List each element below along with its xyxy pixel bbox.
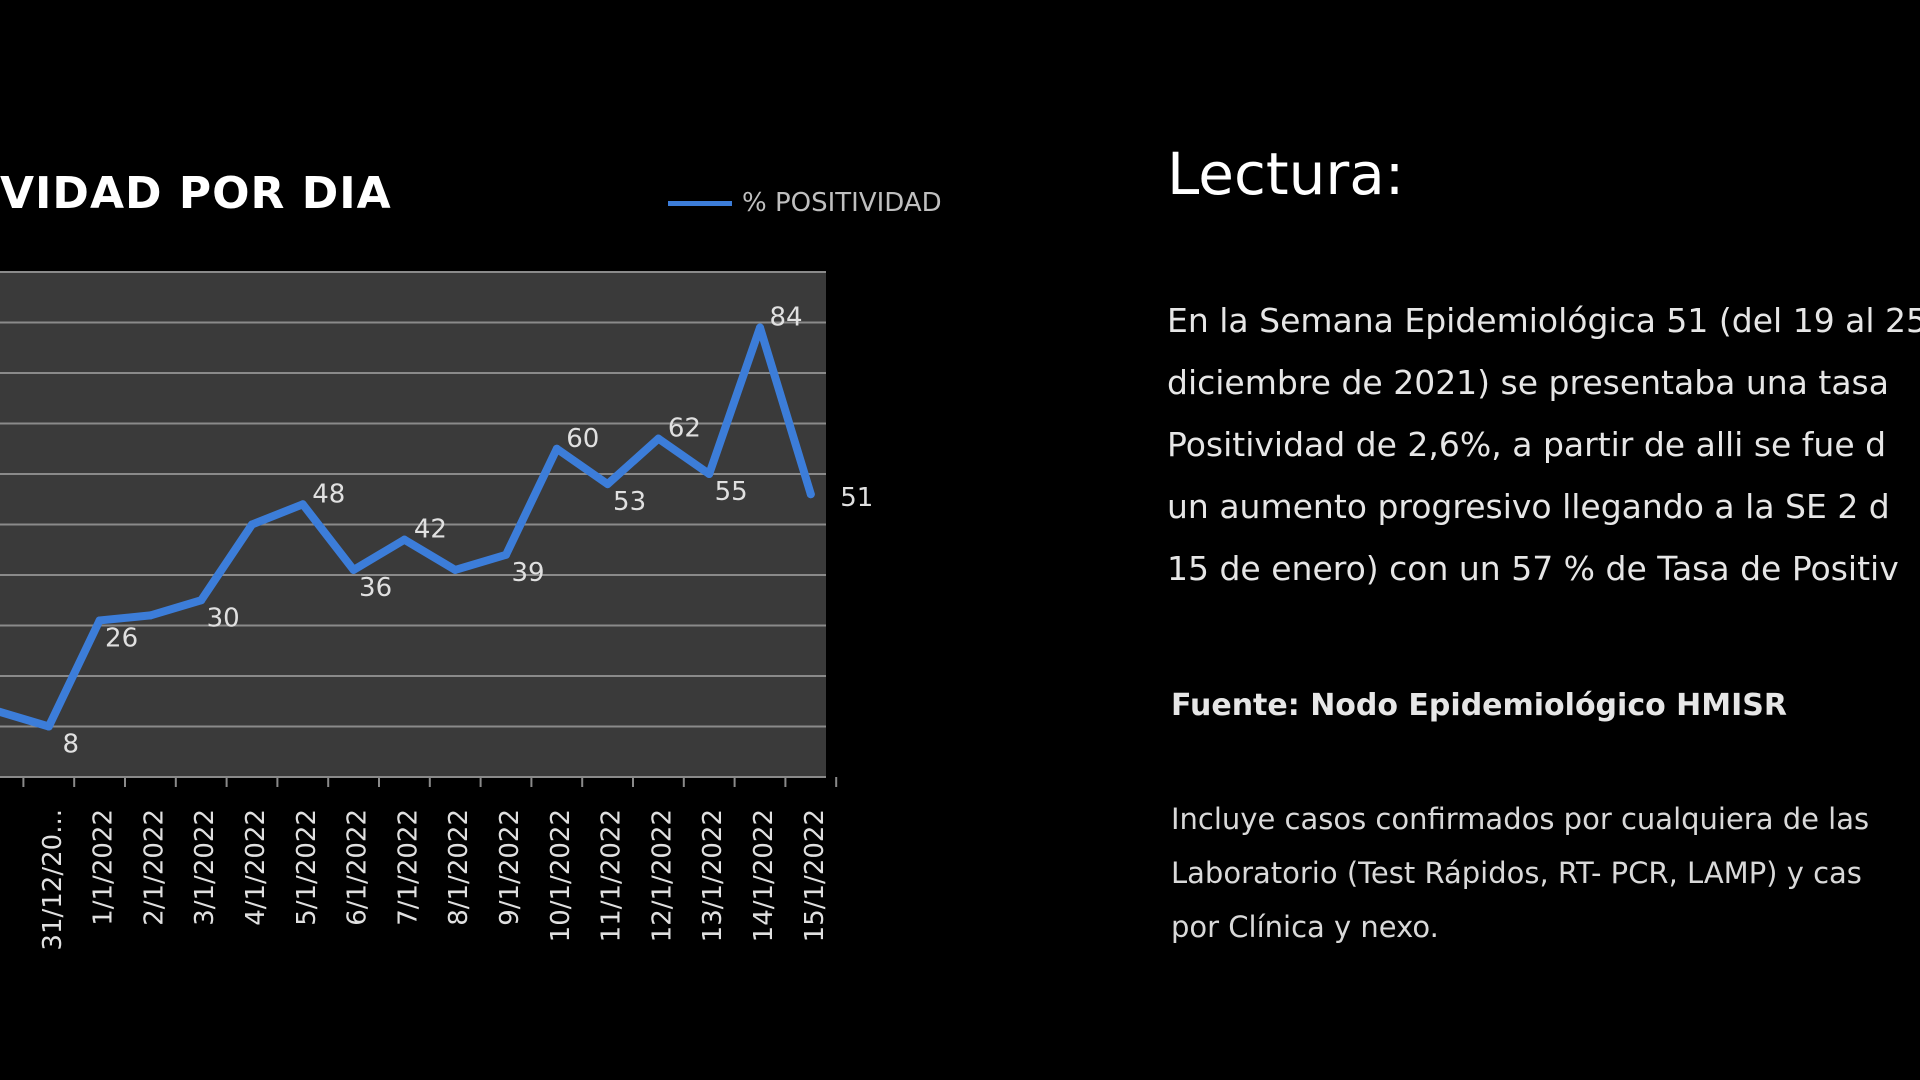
data-label: 30	[207, 603, 240, 633]
data-label: 51	[840, 483, 873, 513]
data-label: 62	[668, 414, 701, 444]
x-tick-label: 1/1/2022	[89, 809, 119, 926]
data-label: 26	[105, 623, 138, 653]
data-label: 36	[359, 573, 392, 603]
data-point	[298, 500, 307, 509]
data-point	[95, 616, 104, 625]
reading-body-line: 15 de enero) con un 57 % de Tasa de Posi…	[1167, 549, 1899, 588]
data-point	[248, 520, 256, 529]
data-point	[654, 434, 663, 443]
reading-body: En la Semana Epidemiológica 51 (del 19 a…	[1167, 290, 1920, 600]
data-point	[0, 707, 2, 715]
data-label: 48	[312, 479, 345, 509]
data-point	[197, 596, 206, 605]
reading-panel: Lectura: En la Semana Epidemiológica 51 …	[1167, 0, 1920, 1080]
chart-title: VIDAD POR DIA	[0, 168, 392, 219]
data-label: 55	[715, 477, 748, 507]
x-tick-label: 6/1/2022	[343, 809, 373, 926]
data-point	[806, 490, 815, 499]
reading-source: Fuente: Nodo Epidemiológico HMISR	[1171, 688, 1787, 723]
legend-label: % POSITIVIDAD	[742, 188, 942, 218]
data-point	[44, 722, 53, 731]
x-tick-label: 13/1/2022	[698, 809, 728, 942]
data-point	[552, 444, 561, 453]
legend-line-swatch	[668, 200, 732, 206]
x-tick-label: 7/1/2022	[393, 809, 423, 926]
data-point	[502, 550, 510, 559]
reading-note: Incluye casos confirmados por cualquiera…	[1171, 792, 1869, 954]
x-tick-label: 9/1/2022	[495, 809, 525, 926]
data-label: 53	[613, 487, 646, 517]
data-label: 8	[63, 730, 80, 760]
x-tick-label: 14/1/2022	[749, 809, 779, 942]
x-tick-label: 10/1/2022	[546, 809, 576, 942]
reading-body-line: Positividad de 2,6%, a partir de alli se…	[1167, 425, 1887, 464]
data-point	[756, 323, 764, 332]
reading-note-line: Incluye casos confirmados por cualquiera…	[1171, 802, 1870, 836]
x-tick-label: 5/1/2022	[292, 809, 322, 926]
chart-legend: % POSITIVIDAD	[668, 188, 942, 218]
x-tick-label: 8/1/2022	[444, 809, 474, 926]
data-point	[400, 535, 409, 544]
data-label: 60	[566, 424, 599, 454]
reading-note-line: Laboratorio (Test Rápidos, RT- PCR, LAMP…	[1171, 856, 1862, 890]
data-point	[349, 565, 358, 574]
reading-title: Lectura:	[1167, 140, 1405, 208]
reading-body-line: un aumento progresivo llegando a la SE 2…	[1167, 487, 1890, 526]
reading-note-line: por Clínica y nexo.	[1171, 910, 1439, 944]
reading-body-line: diciembre de 2021) se presentaba una tas…	[1167, 363, 1889, 402]
x-tick-label: 11/1/2022	[597, 809, 627, 942]
x-tick-label: 12/1/2022	[647, 809, 677, 942]
x-tick-label: 3/1/2022	[190, 809, 220, 926]
data-label: 39	[511, 558, 544, 588]
data-label: 84	[769, 303, 802, 333]
x-tick-label: 4/1/2022	[241, 809, 271, 926]
x-tick-label: 15/1/2022	[800, 809, 830, 942]
reading-body-line: En la Semana Epidemiológica 51 (del 19 a…	[1167, 301, 1920, 340]
data-label: 42	[414, 515, 447, 545]
data-point	[451, 565, 460, 574]
data-point	[705, 470, 714, 478]
data-point	[603, 480, 612, 489]
data-point	[146, 611, 155, 620]
line-chart: 8 26 30 48 36 42 39 60 53 62 55 84 51 31/12/20... 1/1/…	[0, 271, 873, 951]
x-tick-label: 2/1/2022	[139, 809, 169, 926]
x-tick-label: 31/12/20...	[38, 809, 68, 951]
